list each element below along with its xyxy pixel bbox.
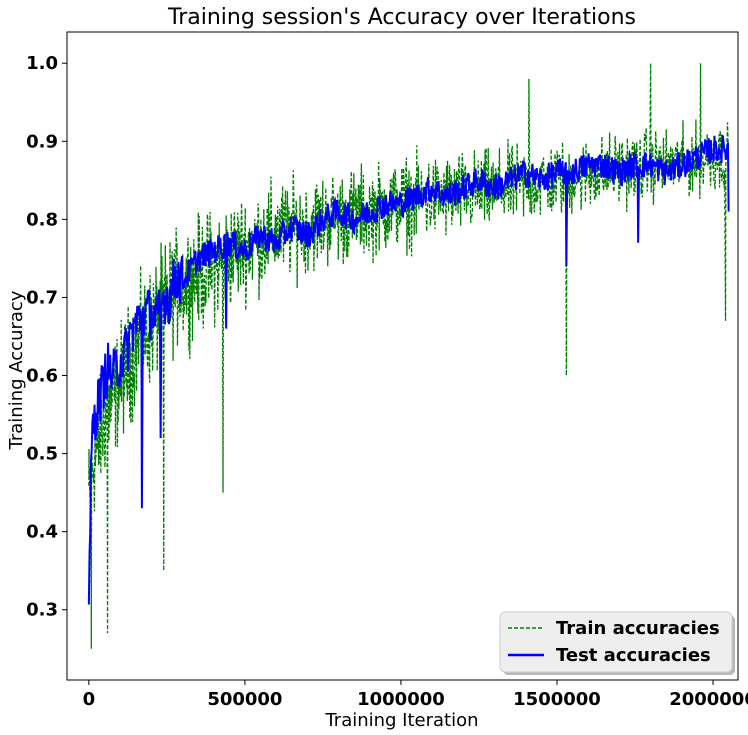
y-tick-label: 0.8 — [26, 209, 58, 230]
legend-box — [499, 611, 733, 673]
train-accuracies-line — [88, 63, 730, 649]
y-tick-label: 0.3 — [26, 600, 58, 621]
test-accuracies-line — [87, 133, 730, 605]
legend: Train accuracies Test accuracies — [499, 611, 735, 675]
y-tick-label: 1.0 — [26, 53, 58, 74]
y-tick-label: 0.5 — [26, 444, 58, 465]
y-tick-label: 0.4 — [26, 522, 58, 543]
x-axis-label: Training Iteration — [324, 710, 478, 731]
y-axis-label: Training Accuracy — [6, 290, 27, 450]
y-tick-label: 0.9 — [26, 131, 58, 152]
x-tick-label: 1000000 — [357, 689, 445, 710]
x-tick-label: 1500000 — [513, 689, 601, 710]
legend-label: Train accuracies — [556, 618, 720, 639]
x-tick-label: 500000 — [207, 689, 282, 710]
plot-area — [87, 63, 730, 649]
y-tick-label: 0.7 — [26, 287, 58, 308]
x-tick-label: 0 — [83, 689, 96, 710]
legend-label: Test accuracies — [556, 645, 711, 666]
y-tick-label: 0.6 — [26, 366, 58, 387]
chart-title: Training session's Accuracy over Iterati… — [167, 5, 636, 30]
plot-frame — [66, 31, 739, 681]
